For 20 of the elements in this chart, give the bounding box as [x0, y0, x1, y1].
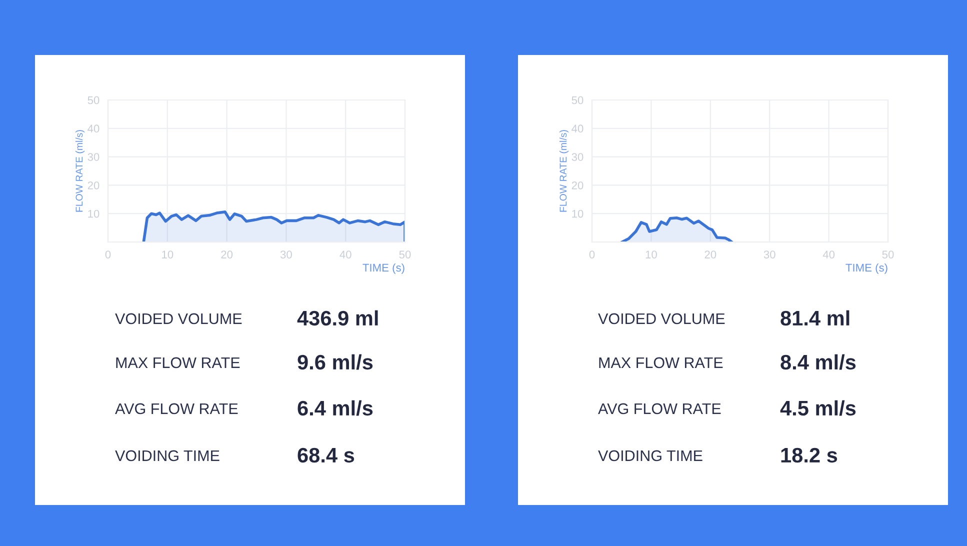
text: VOIDED VOLUME	[598, 313, 725, 324]
text: AVG FLOW RATE	[598, 403, 721, 414]
text: 18.2 s	[781, 448, 838, 463]
y-axis-title: FLOW RATE (ml/s)	[75, 130, 85, 212]
text: AVG FLOW RATE	[115, 403, 238, 414]
x-axis-title: TIME (s)	[362, 263, 404, 274]
text: 8.4 ml/s	[780, 354, 856, 370]
text: 81.4 ml	[780, 310, 850, 326]
text: 9.6 ml/s	[298, 354, 373, 370]
text: MAX FLOW RATE	[116, 357, 240, 368]
text: VOIDED VOLUME	[115, 313, 242, 324]
text: VOIDING TIME	[598, 450, 702, 462]
text: MAX FLOW RATE	[599, 357, 723, 368]
y-axis-title: FLOW RATE (ml/s)	[559, 130, 569, 212]
text: 436.9 ml	[297, 310, 378, 326]
x-axis-title: TIME (s)	[846, 263, 888, 274]
text: VOIDING TIME	[115, 450, 220, 462]
text: 4.5 ml/s	[780, 400, 856, 416]
text: 68.4 s	[298, 448, 354, 463]
text: 6.4 ml/s	[298, 400, 373, 416]
